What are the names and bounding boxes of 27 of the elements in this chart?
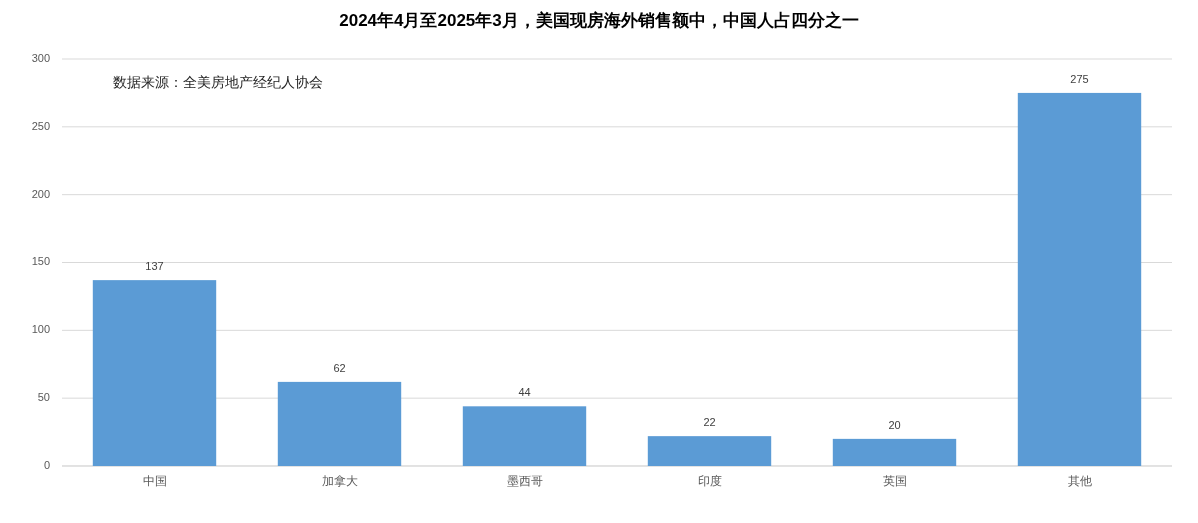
y-tick-label: 100 (31, 323, 50, 336)
chart-title: 2024年4月至2025年3月，美国现房海外销售额中，中国人占四分之一 (339, 11, 859, 31)
y-tick-label: 150 (31, 255, 50, 268)
y-tick-label: 250 (31, 119, 50, 132)
data-label: 275 (1070, 72, 1089, 85)
x-tick-label: 英国 (882, 474, 907, 489)
x-tick-label: 墨西哥 (506, 474, 543, 489)
data-label: 62 (333, 361, 346, 374)
x-tick-label: 中国 (142, 474, 167, 489)
y-tick-label: 300 (31, 51, 50, 64)
x-tick-label: 加拿大 (321, 474, 358, 489)
bar (832, 438, 957, 466)
bar (92, 280, 217, 466)
data-label: 137 (145, 260, 164, 273)
bar (462, 406, 587, 466)
annotation: 数据来源：全美房地产经纪人协会 (113, 73, 323, 90)
bar (277, 381, 402, 466)
bar (647, 436, 772, 466)
data-label: 44 (518, 386, 531, 399)
bar (1017, 92, 1142, 466)
y-tick-label: 0 (43, 458, 50, 471)
y-tick-label: 200 (31, 187, 50, 200)
x-tick-label: 印度 (697, 474, 722, 489)
data-label: 22 (703, 416, 716, 429)
data-label: 20 (888, 418, 901, 431)
y-tick-label: 50 (37, 391, 50, 404)
x-tick-label: 其他 (1067, 474, 1092, 489)
